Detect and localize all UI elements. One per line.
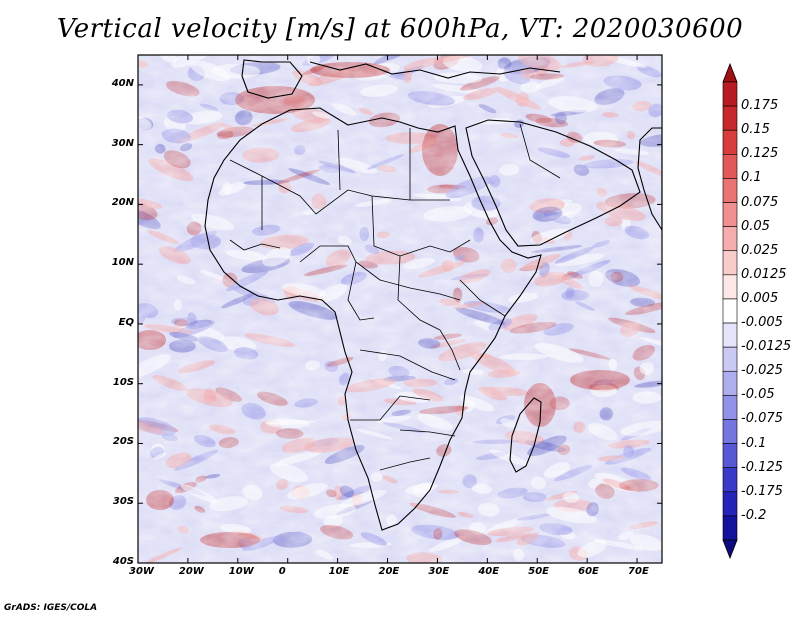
- colorbar-label: 0.05: [741, 218, 770, 234]
- colorbar-segment: [722, 129, 738, 155]
- colorbar-segment: [722, 395, 738, 420]
- colorbar-label: 0.1: [741, 170, 762, 186]
- longitude-label: 40E: [478, 566, 500, 577]
- colorbar-label: -0.2: [741, 507, 767, 523]
- colorbar-segment: [722, 105, 738, 131]
- colorbar-segment: [722, 370, 738, 396]
- colorbar-label: 0.125: [741, 146, 779, 162]
- latitude-label: 20S: [112, 436, 134, 448]
- colorbar-segment: [722, 178, 738, 203]
- colorbar-label: -0.175: [741, 483, 783, 499]
- colorbar-label: 0.15: [741, 122, 770, 138]
- iberia-coastline: [241, 59, 303, 99]
- axis-ticks: [137, 55, 662, 564]
- longitude-label: 50E: [528, 566, 549, 577]
- colorbar-max-triangle: [722, 62, 738, 83]
- plot-frame: [137, 54, 663, 564]
- africa-coastline: [204, 107, 542, 531]
- country-borders: [229, 123, 561, 471]
- colorbar-segment: [722, 298, 738, 324]
- india-coastline: [637, 127, 662, 232]
- longitude-label: 30W: [129, 566, 154, 577]
- latitude-label: 30N: [111, 137, 134, 149]
- colorbar-segment: [722, 154, 738, 179]
- colorbar-label: 0.025: [741, 242, 779, 258]
- madagascar-coastline: [509, 397, 542, 473]
- colorbar-label: -0.075: [741, 411, 783, 427]
- colorbar-segment: [722, 467, 738, 493]
- longitude-label: 20E: [378, 566, 400, 577]
- colorbar-label: 0.075: [741, 194, 779, 210]
- colorbar-label: -0.125: [741, 459, 783, 475]
- colorbar-label: -0.025: [741, 363, 783, 379]
- coastlines: [204, 59, 662, 531]
- colorbar-segment: [722, 346, 738, 372]
- latitude-label: 40N: [111, 77, 134, 89]
- colorbar-segment: [722, 250, 738, 276]
- colorbar-segment: [722, 274, 738, 300]
- latitude-label: EQ: [118, 316, 134, 328]
- colorbar-label: 0.175: [741, 98, 779, 114]
- map-title: Vertical velocity [m/s] at 600hPa, VT: 2…: [56, 14, 744, 44]
- colorbar-label: -0.0125: [741, 339, 792, 355]
- field-texture: [138, 55, 662, 563]
- longitude-label: 10E: [328, 566, 350, 577]
- latitude-label: 10S: [112, 376, 134, 388]
- colorbar-label: 0.0125: [741, 266, 787, 282]
- vertical-velocity-field: [138, 55, 662, 563]
- longitude-label: 0: [278, 566, 286, 577]
- longitude-label: 30E: [428, 566, 450, 577]
- latitude-label: 10N: [111, 257, 134, 269]
- colorbar-segment: [722, 515, 738, 541]
- colorbar-segment: [722, 491, 738, 517]
- latitude-label: 20N: [111, 197, 134, 209]
- colorbar-min-triangle: [722, 539, 738, 560]
- colorbar-label: -0.05: [741, 387, 775, 403]
- colorbar-segment: [722, 226, 738, 252]
- colorbar: [722, 62, 738, 560]
- colorbar-label: -0.005: [741, 315, 783, 331]
- longitude-label: 20W: [178, 566, 204, 577]
- grads-credit: GrADS: IGES/COLA: [4, 603, 98, 613]
- colorbar-label: -0.1: [741, 435, 767, 451]
- colorbar-label: 0.005: [741, 290, 779, 306]
- colorbar-segment: [722, 322, 738, 348]
- longitude-label: 10W: [228, 566, 254, 577]
- colorbar-segment: [722, 81, 738, 107]
- latitude-label: 30S: [112, 496, 134, 508]
- colorbar-segment: [722, 419, 738, 444]
- colorbar-segment: [722, 202, 738, 227]
- longitude-label: 60E: [578, 566, 599, 577]
- latitude-label: 40S: [112, 556, 134, 567]
- arabian-coastline: [465, 119, 641, 247]
- colorbar-segment: [722, 443, 738, 468]
- mediterranean-north-coast: [309, 61, 561, 79]
- longitude-label: 70E: [628, 566, 649, 577]
